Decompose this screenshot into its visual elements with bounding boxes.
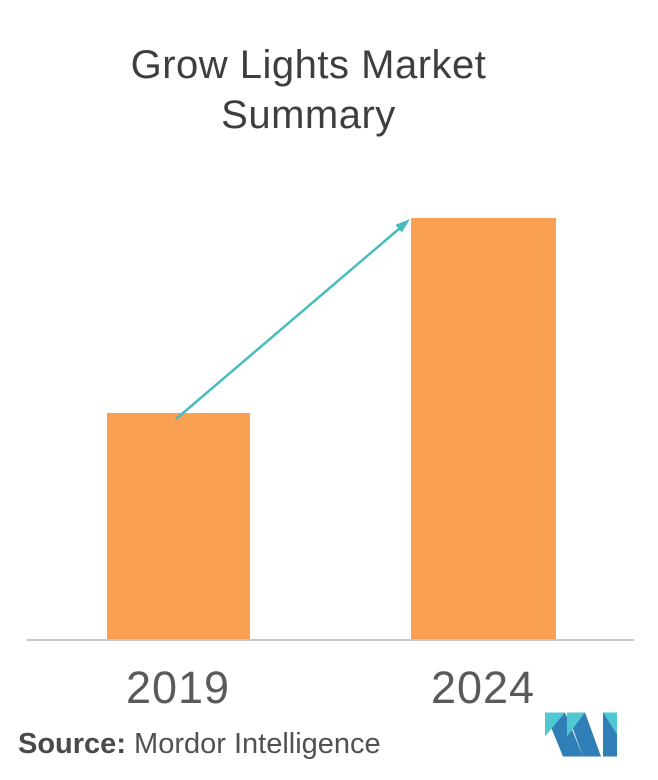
source-label: Source: [18,728,126,760]
x-axis-line [27,639,634,641]
chart-title-line-2: Summary [221,93,396,137]
source-note: Source: Mordor Intelligence [18,728,381,761]
x-tick-label-2019: 2019 [125,662,231,713]
mordor-intelligence-logo-icon [545,712,617,757]
bar-2024 [411,218,556,639]
bar-2019 [107,413,250,639]
source-text: Mordor Intelligence [134,728,381,760]
chart-title-line-1: Grow Lights Market [130,43,487,87]
chart-title: Grow Lights Market Summary [0,40,617,140]
x-tick-label-2024: 2024 [430,662,536,713]
